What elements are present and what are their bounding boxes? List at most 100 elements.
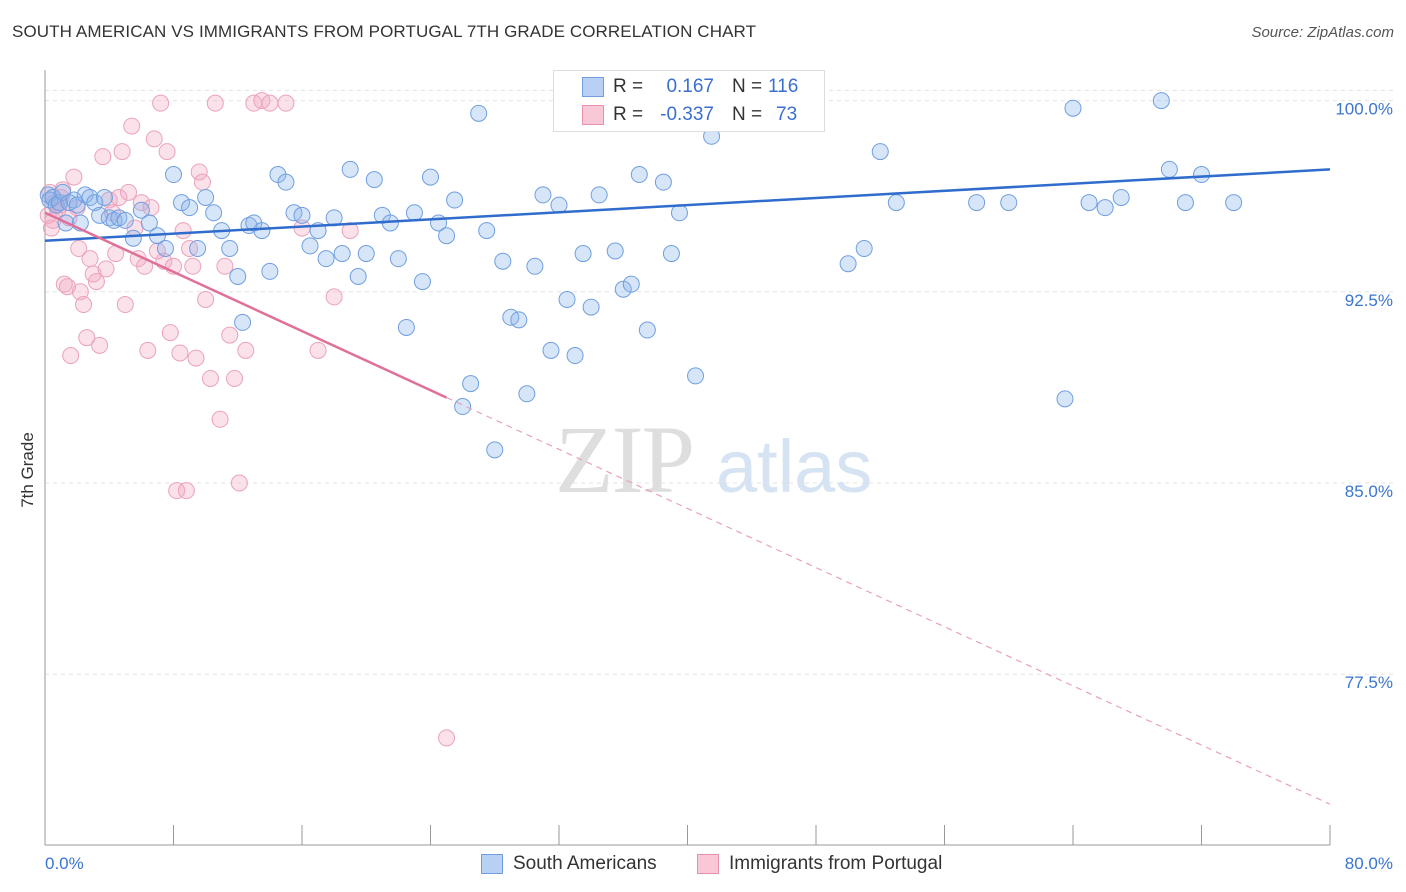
- data-point-south-americans: [277, 173, 295, 191]
- data-point-south-americans: [558, 290, 576, 308]
- data-point-south-americans: [855, 239, 873, 257]
- data-point-south-americans: [638, 321, 656, 339]
- trend-line-south-americans: [44, 168, 1331, 243]
- data-point-south-americans: [81, 188, 99, 206]
- stats-box: R = 0.167 N = 116 R = -0.337 N = 73: [553, 70, 825, 132]
- data-point-portugal: [201, 369, 219, 387]
- stats-r-value: -0.337: [660, 104, 714, 125]
- data-point-portugal: [226, 369, 244, 387]
- data-point-portugal: [161, 324, 179, 342]
- data-point-south-americans: [614, 280, 632, 298]
- data-point-portugal: [120, 183, 138, 201]
- data-point-portugal: [110, 188, 128, 206]
- data-point-portugal: [221, 326, 239, 344]
- data-point-south-americans: [582, 298, 600, 316]
- data-point-south-americans: [438, 227, 456, 245]
- data-point-portugal: [230, 474, 248, 492]
- data-point-south-americans: [221, 239, 239, 257]
- data-point-south-americans: [1160, 160, 1178, 178]
- data-point-south-americans: [670, 204, 688, 222]
- data-point-south-americans: [95, 188, 113, 206]
- data-point-south-americans: [510, 311, 528, 329]
- data-point-south-americans: [140, 214, 158, 232]
- legend-label: South Americans: [513, 853, 657, 874]
- data-point-portugal: [177, 482, 195, 500]
- data-point-south-americans: [50, 194, 68, 212]
- data-point-south-americans: [349, 267, 367, 285]
- data-point-south-americans: [470, 104, 488, 122]
- data-point-portugal: [325, 288, 343, 306]
- data-point-portugal: [152, 94, 170, 112]
- data-point-south-americans: [405, 204, 423, 222]
- data-point-south-americans: [365, 171, 383, 189]
- data-point-south-americans: [662, 245, 680, 263]
- stats-n-value: 73: [776, 104, 798, 125]
- data-point-south-americans: [526, 257, 544, 275]
- data-point-south-americans: [132, 201, 150, 219]
- data-point-portugal: [55, 275, 73, 293]
- data-point-portugal: [174, 222, 192, 240]
- series-south-americans-points: [39, 92, 1243, 459]
- data-point-south-americans: [1056, 390, 1074, 408]
- data-point-portugal: [142, 199, 160, 217]
- data-point-south-americans: [422, 168, 439, 186]
- legend-swatch-blue: [481, 854, 503, 874]
- data-point-portugal: [58, 278, 76, 296]
- data-point-south-americans: [1193, 166, 1210, 184]
- data-point-portugal: [139, 341, 157, 359]
- data-point-south-americans: [229, 267, 247, 285]
- stats-r-label: R =: [613, 104, 644, 125]
- data-point-south-americans: [189, 239, 207, 257]
- data-point-portugal: [193, 173, 211, 191]
- data-point-south-americans: [1176, 194, 1194, 212]
- data-point-south-americans: [165, 166, 182, 184]
- data-point-portugal: [309, 341, 327, 359]
- data-point-portugal: [65, 168, 83, 186]
- data-point-south-americans: [446, 191, 464, 209]
- data-point-portugal: [277, 94, 295, 112]
- data-point-south-americans: [1064, 99, 1082, 117]
- data-point-south-americans: [253, 222, 271, 240]
- legend-label: Immigrants from Portugal: [729, 853, 943, 874]
- data-point-south-americans: [478, 222, 496, 240]
- data-point-portugal: [145, 130, 163, 148]
- data-point-portugal: [438, 729, 456, 747]
- data-point-south-americans: [1000, 194, 1018, 212]
- data-point-portugal: [75, 296, 93, 314]
- data-point-south-americans: [1112, 188, 1130, 206]
- data-point-south-americans: [86, 194, 104, 212]
- data-point-portugal: [97, 260, 115, 278]
- trend-lines: [44, 168, 1331, 805]
- stats-n-label: N =: [732, 76, 763, 97]
- stats-n-value: 116: [768, 76, 799, 97]
- y-tick-label: 85.0%: [1345, 482, 1393, 501]
- stats-r-label: R =: [613, 76, 644, 97]
- data-point-portugal: [94, 148, 112, 166]
- data-point-south-americans: [173, 194, 191, 212]
- data-point-portugal: [81, 250, 99, 268]
- data-point-portugal: [197, 290, 215, 308]
- data-point-portugal: [91, 336, 109, 354]
- data-point-south-americans: [622, 275, 640, 293]
- stats-n-label: N =: [732, 104, 763, 125]
- data-point-portugal: [158, 143, 176, 161]
- stats-row-portugal: R = -0.337 N = 73: [554, 101, 824, 129]
- data-point-south-americans: [181, 199, 199, 217]
- data-point-south-americans: [397, 318, 415, 336]
- data-point-portugal: [78, 329, 96, 347]
- data-point-south-americans: [630, 166, 648, 184]
- legend-swatch-pink: [697, 854, 719, 874]
- tick-labels: 77.5% 85.0% 92.5% 100.0% 0.0% 80.0%: [45, 100, 1393, 873]
- data-point-south-americans: [317, 250, 335, 268]
- x-tick-label-max: 80.0%: [1345, 854, 1393, 873]
- x-tick-label-min: 0.0%: [45, 854, 84, 873]
- chart-title: SOUTH AMERICAN VS IMMIGRANTS FROM PORTUG…: [12, 22, 757, 41]
- data-point-south-americans: [654, 173, 672, 191]
- data-point-portugal: [211, 410, 229, 428]
- data-point-portugal: [87, 273, 105, 291]
- data-point-south-americans: [1225, 194, 1243, 212]
- data-point-portugal: [216, 257, 234, 275]
- y-tick-label: 92.5%: [1345, 291, 1393, 310]
- data-point-portugal: [190, 163, 208, 181]
